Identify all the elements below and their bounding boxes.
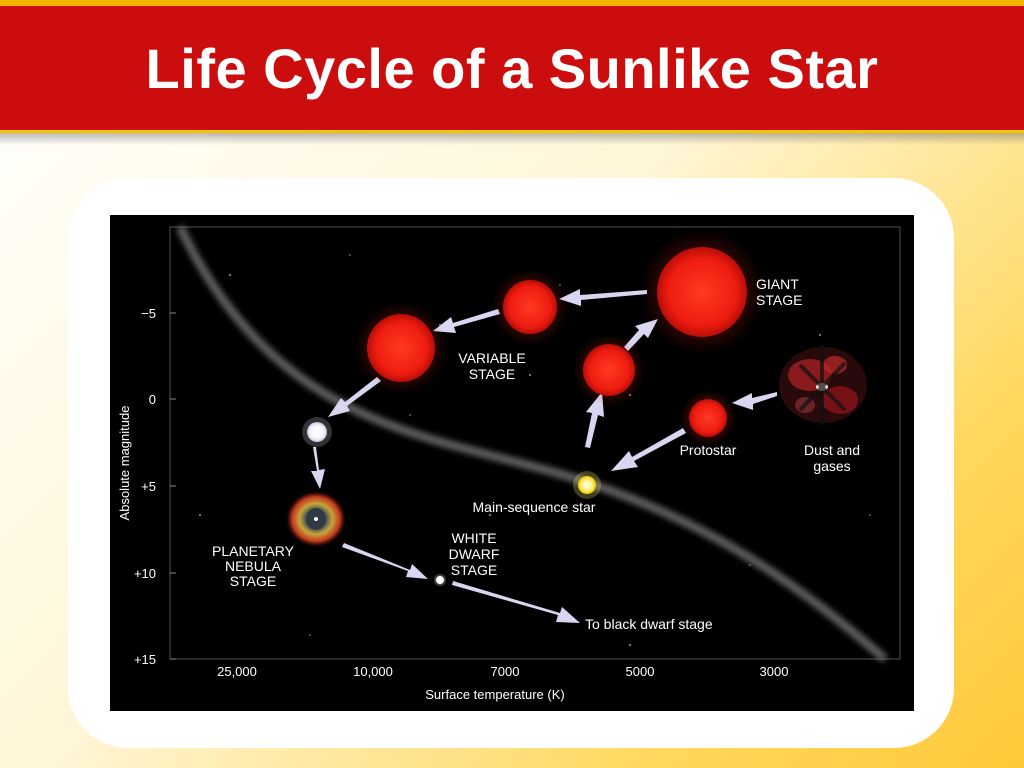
white-dwarf-label-line: WHITE <box>451 530 496 546</box>
giant-label-line: GIANT <box>756 276 799 292</box>
planetary-label-line: NEBULA <box>225 558 282 574</box>
arrow-giant-to-shrinking <box>559 289 647 306</box>
giant-star <box>657 247 747 337</box>
hot-white-star <box>307 422 327 442</box>
planetary-label-line: STAGE <box>230 573 276 589</box>
x-axis: 25,000 10,000 7000 5000 3000 Surface tem… <box>217 664 788 702</box>
x-tick-label: 3000 <box>760 664 789 679</box>
shrinking-red-star <box>503 280 557 334</box>
x-tick-label: 5000 <box>626 664 655 679</box>
x-tick-label: 7000 <box>491 664 520 679</box>
y-tick-label: +15 <box>134 652 156 667</box>
stage-labels: GIANT STAGE VARIABLE STAGE Protostar Dus… <box>212 276 860 632</box>
protostar <box>689 399 727 437</box>
arrow-main-to-subgiant <box>585 392 604 448</box>
title-shadow <box>0 133 1024 145</box>
planetary-nebula <box>286 491 346 547</box>
white-dwarf-label-line: STAGE <box>451 562 497 578</box>
white-dwarf <box>436 576 444 584</box>
dust-label-line: Dust and <box>804 442 860 458</box>
lifecycle-arrows <box>311 289 777 623</box>
arrow-hot-to-nebula <box>311 447 325 489</box>
slide-title: Life Cycle of a Sunlike Star <box>145 36 879 100</box>
white-dwarf-label-line: DWARF <box>449 546 500 562</box>
arrow-nebula-to-whitedwarf <box>342 543 428 579</box>
dust-cloud <box>779 345 867 425</box>
variable-label-line: STAGE <box>469 366 515 382</box>
y-tick-label: 0 <box>149 392 156 407</box>
variable-star <box>367 314 435 382</box>
arrow-whitedwarf-to-blackdwarf <box>452 581 580 623</box>
dust-label-line: gases <box>813 458 850 474</box>
planetary-label-line: PLANETARY <box>212 543 295 559</box>
subgiant-star <box>583 344 635 396</box>
diagram-canvas: −5 0 +5 +10 +15 Absolute magnitude 25,00… <box>117 225 901 702</box>
black-dwarf-label: To black dwarf stage <box>585 616 713 632</box>
red-stars <box>355 230 764 446</box>
arrow-variable-to-hot <box>328 377 381 417</box>
y-axis-title: Absolute magnitude <box>117 406 132 521</box>
main-sequence-label: Main-sequence star <box>473 499 596 515</box>
x-tick-label: 10,000 <box>353 664 393 679</box>
title-bar: Life Cycle of a Sunlike Star <box>0 6 1024 133</box>
variable-label-line: VARIABLE <box>458 350 525 366</box>
main-sequence-star <box>578 476 596 494</box>
plot-frame <box>169 226 901 660</box>
arrow-shrinking-to-variable <box>433 309 500 333</box>
protostar-label: Protostar <box>680 442 737 458</box>
top-rule <box>0 0 1024 6</box>
main-sequence-band <box>175 225 888 663</box>
y-axis: −5 0 +5 +10 +15 Absolute magnitude <box>117 306 176 667</box>
giant-label-line: STAGE <box>756 292 802 308</box>
stellar-lifecycle-diagram: −5 0 +5 +10 +15 Absolute magnitude 25,00… <box>110 215 914 711</box>
y-tick-label: +5 <box>141 479 156 494</box>
x-axis-title: Surface temperature (K) <box>425 687 564 702</box>
y-tick-label: −5 <box>141 306 156 321</box>
arrow-protostar-to-main <box>611 428 686 471</box>
x-tick-label: 25,000 <box>217 664 257 679</box>
arrow-dust-to-protostar <box>732 392 777 410</box>
y-tick-label: +10 <box>134 566 156 581</box>
